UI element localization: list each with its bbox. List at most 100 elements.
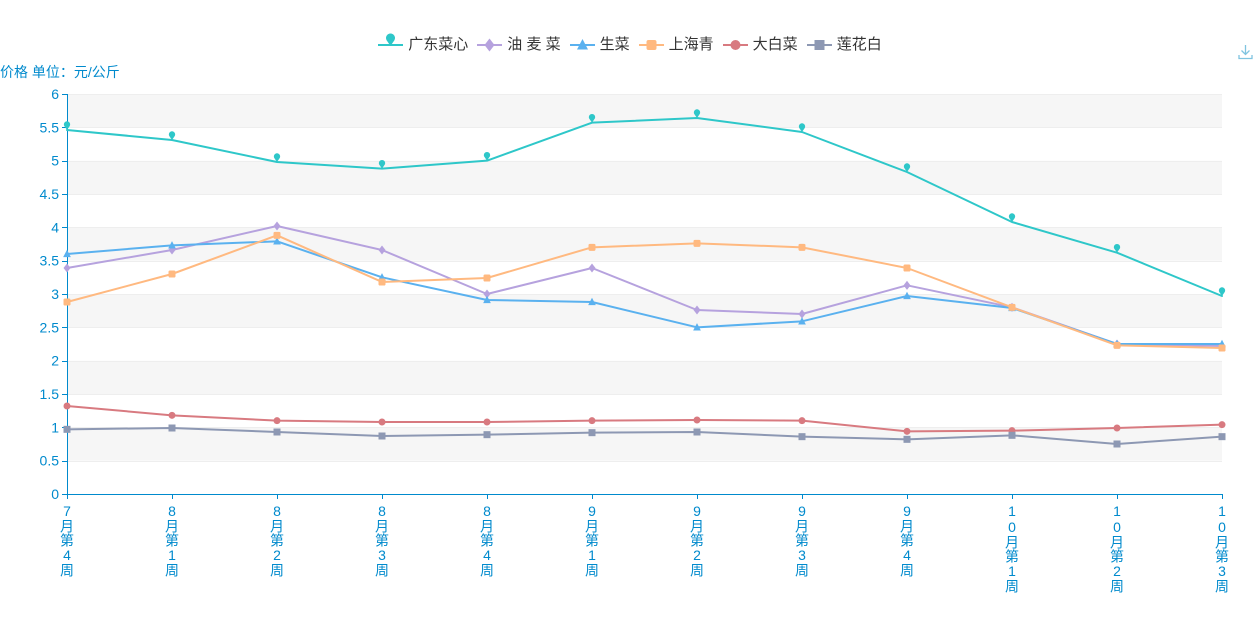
y-tick-label: 0: [51, 486, 59, 502]
grid-lines: [67, 94, 1222, 462]
y-tick-label: 6: [51, 86, 59, 102]
download-icon: [1238, 45, 1253, 60]
line-series-5: [63, 402, 1226, 435]
legend-item-series-3[interactable]: 生菜: [569, 36, 630, 54]
legend: 广东菜心 油 麦 菜 生菜 上海青 大白菜 莲花白: [0, 33, 1260, 54]
data-point-marker: [483, 431, 491, 439]
data-point-marker: [1113, 440, 1121, 448]
legend-item-series-5[interactable]: 大白菜: [722, 36, 798, 54]
data-point-marker: [273, 153, 281, 162]
data-point-marker: [1008, 303, 1016, 311]
data-point-marker: [1008, 431, 1016, 439]
y-tick-label: 2: [51, 353, 59, 369]
data-point-marker: [378, 159, 386, 169]
series-line: [66, 427, 1223, 445]
data-point-marker: [588, 429, 596, 437]
data-point-marker: [273, 428, 281, 436]
data-point-marker: [63, 425, 71, 433]
y-tick-label: 1: [51, 419, 59, 435]
legend-label: 油 麦 菜: [507, 36, 561, 53]
data-point-marker: [693, 428, 701, 436]
data-point-marker: [798, 433, 806, 441]
data-point-marker: [378, 432, 386, 440]
data-point-marker: [693, 323, 701, 331]
data-point-marker: [1218, 287, 1226, 296]
legend-label: 广东菜心: [408, 36, 469, 53]
data-point-marker: [483, 274, 491, 282]
data-point-marker: [1218, 344, 1226, 352]
y-tick-label: 4: [51, 219, 59, 235]
data-point-marker: [903, 280, 911, 290]
split-area-band: [67, 127, 1222, 161]
series-line: [66, 405, 1223, 433]
data-point-marker: [168, 241, 176, 249]
data-point-marker: [903, 163, 911, 172]
y-tick-label: 3: [51, 286, 59, 302]
split-area-band: [67, 294, 1222, 328]
data-point-marker: [273, 221, 281, 231]
data-point-marker: [798, 123, 806, 132]
data-point-marker: [483, 295, 491, 304]
data-point-marker: [63, 249, 71, 258]
y-tick-label: 2.5: [40, 319, 60, 335]
legend-label: 莲花白: [836, 36, 882, 53]
data-point-marker: [378, 245, 386, 255]
y-axis-title: 价格 单位：元/公斤: [0, 64, 120, 80]
data-point-marker: [483, 151, 491, 161]
line-series-1: [63, 109, 1226, 297]
legend-marker: [730, 40, 741, 50]
data-point-marker: [693, 416, 701, 424]
y-tick-label: 5.5: [40, 119, 60, 135]
split-area-band: [67, 94, 1222, 128]
legend-label: 大白菜: [752, 36, 798, 53]
y-tick-label: 4.5: [40, 186, 60, 202]
data-point-marker: [588, 243, 596, 251]
data-point-marker: [798, 309, 806, 319]
data-point-marker: [273, 417, 281, 425]
data-point-marker: [483, 418, 491, 426]
data-point-marker: [903, 264, 911, 272]
data-point-marker: [798, 317, 806, 325]
legend-item-series-2[interactable]: 油 麦 菜: [477, 36, 561, 54]
split-area-band: [67, 227, 1222, 261]
data-point-marker: [1008, 213, 1016, 222]
data-point-marker: [798, 417, 806, 425]
legend-item-series-4[interactable]: 上海青: [638, 36, 714, 54]
square-icon: [806, 40, 832, 50]
data-point-marker: [168, 270, 176, 278]
y-tick-label: 5: [51, 153, 59, 169]
legend-item-series-1[interactable]: 广东菜心: [378, 33, 469, 54]
data-point-marker: [63, 298, 71, 306]
data-point-marker: [588, 417, 596, 425]
split-area-band: [67, 160, 1222, 194]
data-point-marker: [273, 231, 281, 239]
series-line: [66, 117, 1223, 297]
y-tick-label: 1.5: [40, 386, 60, 402]
data-point-marker: [1218, 421, 1226, 429]
data-point-marker: [378, 418, 386, 426]
legend-marker: [814, 40, 825, 50]
save-as-image-button[interactable]: [1238, 44, 1253, 60]
split-area-band: [67, 194, 1222, 228]
data-point-marker: [378, 278, 386, 286]
data-point-marker: [63, 121, 71, 130]
data-point-marker: [798, 243, 806, 251]
data-point-marker: [63, 263, 71, 273]
data-point-marker: [903, 435, 911, 443]
data-point-marker: [588, 113, 596, 123]
data-point-marker: [588, 297, 596, 306]
legend-label: 生菜: [599, 36, 630, 53]
triangle-icon: [569, 39, 595, 50]
data-point-marker: [63, 402, 71, 410]
series-line: [66, 234, 1223, 349]
legend-marker: [646, 40, 657, 50]
rounded-square-icon: [638, 40, 664, 50]
legend-item-series-6[interactable]: 莲花白: [806, 36, 882, 54]
legend-marker: [386, 33, 396, 46]
split-area-group: [67, 94, 1222, 494]
pin-icon: [378, 33, 404, 46]
data-point-marker: [588, 263, 596, 273]
legend-marker: [576, 39, 588, 50]
line-series-6: [63, 424, 1226, 448]
